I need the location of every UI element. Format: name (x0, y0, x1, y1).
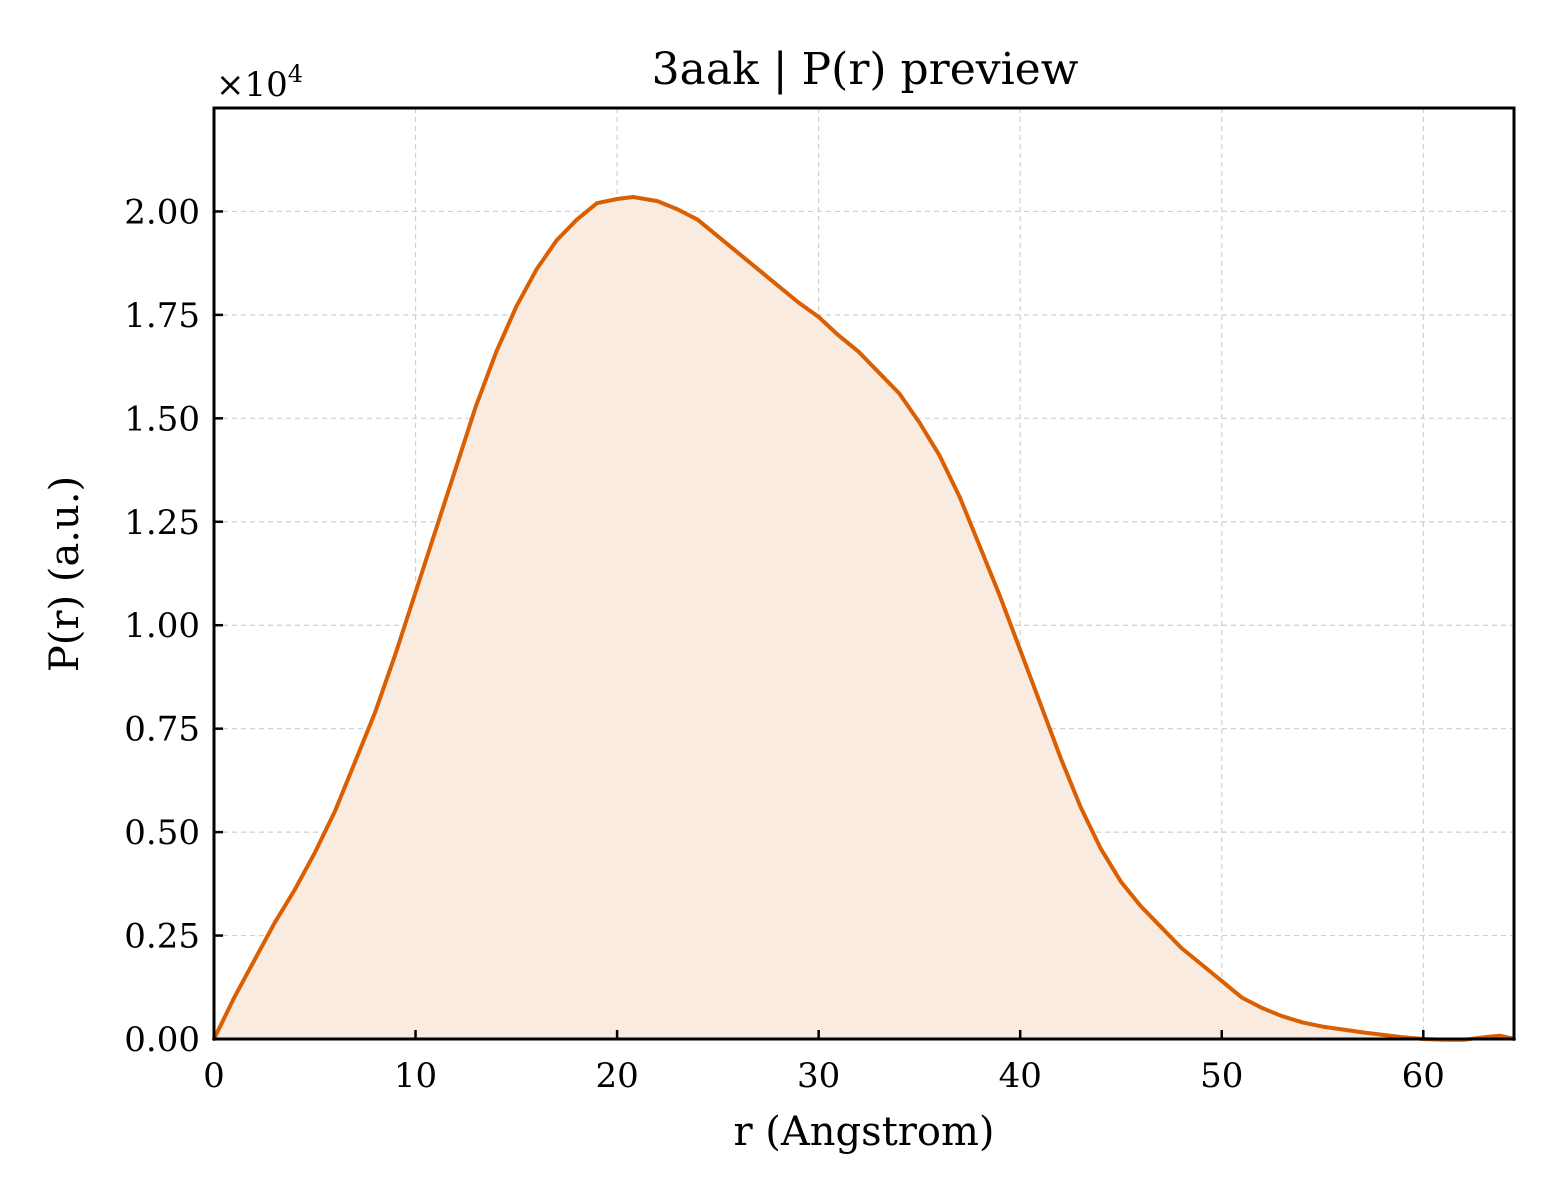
y-tick-label: 0.00 (124, 1020, 200, 1060)
x-tick-label: 60 (1402, 1056, 1445, 1096)
y-offset-label: ×104 (216, 60, 303, 105)
x-tick-label: 20 (595, 1056, 638, 1096)
x-tick-label: 30 (797, 1056, 840, 1096)
y-offset-base: ×10 (216, 65, 288, 105)
x-axis-ticks: 0 10 20 30 40 50 60 (203, 1030, 1445, 1096)
series-line (212, 195, 1516, 1042)
x-tick-label: 40 (999, 1056, 1042, 1096)
x-tick-label: 0 (203, 1056, 225, 1096)
y-tick-label: 2.00 (124, 192, 200, 232)
y-tick-label: 1.25 (124, 503, 200, 543)
plot-frame (212, 106, 1516, 1041)
y-axis-ticks: 0.00 0.25 0.50 0.75 1.00 1.25 1.50 1.75 2.00 (124, 192, 223, 1060)
y-tick-label: 0.25 (124, 917, 200, 957)
y-offset-exponent: 4 (288, 60, 303, 88)
x-tick-label: 10 (394, 1056, 437, 1096)
x-axis-label: r (Angstrom) (733, 1109, 994, 1155)
x-tick-label: 50 (1200, 1056, 1243, 1096)
y-tick-label: 1.00 (124, 606, 200, 646)
y-tick-label: 1.50 (124, 399, 200, 439)
y-tick-label: 1.75 (124, 296, 200, 336)
chart-title: 3aak | P(r) preview (652, 44, 1079, 95)
y-axis-label: P(r) (a.u.) (42, 476, 88, 672)
area-fill (214, 197, 1514, 1040)
y-tick-label: 0.50 (124, 813, 200, 853)
y-tick-label: 0.75 (124, 710, 200, 750)
